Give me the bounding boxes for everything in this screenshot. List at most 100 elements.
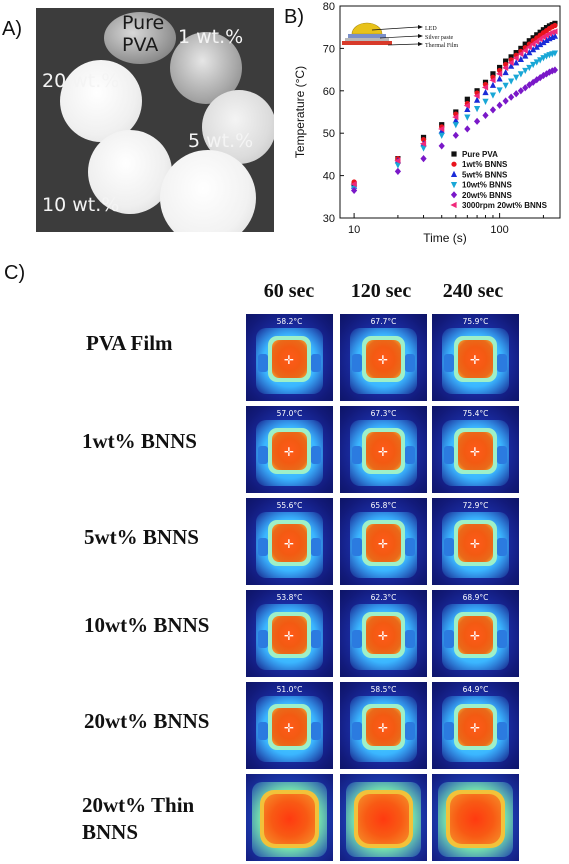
max-temperature-readout: 68.9°C: [462, 593, 489, 602]
thermal-film-layer: [342, 41, 392, 45]
data-point-series-3: [508, 78, 515, 85]
data-point-series-5: [463, 102, 470, 109]
data-point-series-5: [521, 47, 528, 54]
data-point-series-5: [512, 55, 519, 62]
thermal-chip: [458, 616, 493, 654]
crosshair-icon: ✛: [284, 537, 295, 551]
data-point-series-2: [526, 49, 533, 56]
row-label-20wt-thin: 20wt% Thin BNNS: [82, 792, 194, 847]
data-point-series-5: [438, 125, 445, 133]
photo-label-1wt: 1 wt.%: [178, 26, 244, 48]
film-sample-photo: Pure PVA 1 wt.% 20 wt.% 5 wt.% 10 wt.%: [36, 8, 274, 232]
data-point-series-3: [489, 92, 497, 99]
data-point-series-5: [394, 157, 401, 164]
crosshair-icon: ✛: [378, 629, 389, 643]
data-point-series-3: [394, 162, 402, 169]
data-point-series-4: [438, 142, 445, 150]
data-point-series-5: [489, 77, 496, 84]
data-point-series-5: [517, 50, 524, 58]
row-label-pva-film: PVA Film: [86, 331, 173, 355]
data-point-series-5: [502, 64, 509, 72]
legend-marker: [450, 170, 458, 177]
data-point-series-4: [551, 66, 559, 74]
crosshair-icon: ✛: [284, 353, 295, 367]
inset-arrow: [387, 43, 419, 46]
thermal-image: ✛ 67.3°C: [340, 406, 427, 493]
max-temperature-readout: 53.8°C: [276, 593, 303, 602]
legend-entry: 5wt% BNNS: [462, 170, 508, 179]
data-point-series-2: [502, 68, 509, 76]
led-lead: [311, 722, 321, 740]
thermal-chip: [272, 340, 307, 378]
y-tick-label: 70: [323, 43, 335, 55]
led-lead: [444, 630, 454, 648]
data-point-series-3: [502, 82, 509, 89]
crosshair-icon: ✛: [470, 353, 481, 367]
legend-entry: 3000rpm 20wt% BNNS: [462, 201, 548, 210]
thermal-image: ✛ 53.8°C: [246, 590, 333, 677]
data-point-series-3: [551, 50, 559, 57]
data-point-series-0: [540, 27, 547, 33]
thermal-image: ✛ 68.9°C: [432, 590, 519, 677]
data-point-series-0: [497, 64, 503, 71]
led-lead: [258, 354, 268, 372]
photo-label-pva: PVA: [122, 34, 159, 56]
led-base: [348, 34, 386, 38]
led-lead: [497, 446, 507, 464]
extra-disc: [160, 150, 256, 232]
thermal-chip: [366, 340, 401, 378]
data-point-series-0: [503, 58, 509, 64]
data-point-series-4: [549, 67, 556, 75]
thermal-image: ✛ 64.9°C: [432, 682, 519, 769]
thermal-chip: [458, 432, 493, 470]
legend-marker: [451, 161, 457, 167]
inset-arrow: [371, 26, 419, 31]
legend-marker: [450, 201, 457, 209]
led-lead: [352, 538, 362, 556]
crosshair-icon: ✛: [378, 537, 389, 551]
data-point-series-2: [482, 88, 489, 96]
data-point-series-4: [517, 87, 524, 95]
led-lead: [497, 538, 507, 556]
crosshair-icon: ✛: [470, 721, 481, 735]
thermal-image: ✛ 55.6°C: [246, 498, 333, 585]
data-point-series-0: [518, 45, 524, 51]
thermal-chip: [450, 794, 501, 844]
thermal-image: ✛ 67.7°C: [340, 314, 427, 401]
led-lead: [444, 538, 454, 556]
crosshair-icon: ✛: [378, 353, 389, 367]
max-temperature-readout: 64.9°C: [462, 685, 489, 694]
thermal-image: ✛ 72.9°C: [432, 498, 519, 585]
max-temperature-readout: 67.7°C: [370, 317, 397, 326]
max-temperature-readout: 67.3°C: [370, 409, 397, 418]
thermal-chip: [366, 524, 401, 562]
data-point-series-4: [452, 131, 459, 139]
data-point-series-3: [537, 57, 544, 64]
led-lead: [311, 630, 321, 648]
thermal-chip: [272, 616, 307, 654]
led-lead: [311, 354, 321, 372]
data-point-series-0: [490, 71, 496, 77]
crosshair-icon: ✛: [284, 629, 295, 643]
data-point-series-5: [507, 59, 514, 66]
data-point-series-0: [522, 41, 528, 47]
legend-entry: 10wt% BNNS: [462, 181, 512, 190]
led-lead: [405, 722, 415, 740]
y-tick-label: 30: [323, 213, 335, 225]
led-inset-diagram: LED Silver paste Thermal Film: [342, 22, 458, 49]
max-temperature-readout: 58.2°C: [276, 317, 303, 326]
led-lead: [497, 354, 507, 372]
data-point-series-3: [513, 74, 520, 81]
silver-paste-layer: [345, 38, 389, 41]
led-lead: [352, 446, 362, 464]
legend-marker: [451, 151, 457, 157]
data-point-series-3: [464, 114, 471, 121]
led-lead: [405, 446, 415, 464]
data-point-series-4: [394, 167, 402, 175]
max-temperature-readout: 55.6°C: [276, 501, 303, 510]
data-point-series-2: [508, 62, 515, 69]
crosshair-icon: ✛: [378, 721, 389, 735]
led-lead: [258, 538, 268, 556]
led-lead: [444, 446, 454, 464]
